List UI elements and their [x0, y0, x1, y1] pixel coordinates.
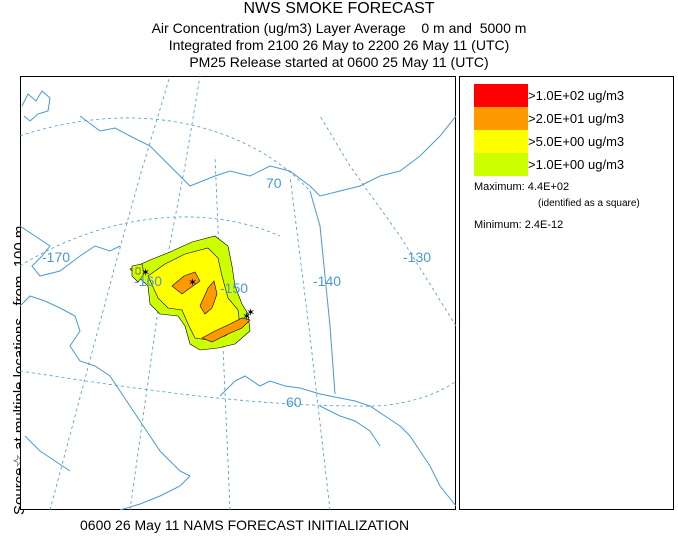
- legend-label-20: >2.0E+01 ug/m3: [528, 111, 625, 126]
- release-start: PM25 Release started at 0600 25 May 11 (…: [189, 54, 489, 70]
- grid-label-lat-60: 60: [286, 394, 302, 410]
- legend-item-5: >5.0E+00 ug/m3: [474, 130, 664, 153]
- plume-20ug-b: [199, 280, 218, 315]
- meridian-160: [129, 76, 201, 510]
- coast-west-bering: [20, 295, 191, 477]
- legend-label-5: >5.0E+00 ug/m3: [528, 134, 625, 149]
- grid-label-lon-140: -140: [313, 273, 341, 289]
- forecast-title: NWS SMOKE FORECAST: [243, 0, 435, 17]
- grid-label-lon-150: -150: [220, 280, 248, 296]
- forecast-initialization: 0600 26 May 11 NAMS FORECAST INITIALIZAT…: [80, 517, 410, 533]
- smoke-plume: ✶ ✶ ✶ ✶: [129, 235, 255, 351]
- legend-item-20: >2.0E+01 ug/m3: [474, 107, 664, 130]
- grid-label-lon-130: -130: [403, 249, 431, 265]
- maximum-note: (identified as a square): [538, 198, 640, 209]
- coastlines: [20, 90, 456, 510]
- legend-swatch-yellow: [474, 130, 528, 153]
- smoke-map: ✶ ✶ ✶ ✶ -170 -160 -150 -140 -130 70 60: [20, 76, 456, 510]
- coast-north-slope: [79, 115, 311, 187]
- source-star-4: ✶: [246, 306, 255, 319]
- coast-peninsula: [119, 475, 191, 510]
- grid-label-lon-160: -160: [134, 273, 162, 289]
- plume-20ug-c: [201, 317, 251, 343]
- grid-label-lon-170: -170: [42, 249, 70, 265]
- coast-arctic-west: [21, 90, 51, 122]
- plume-west-core: [135, 267, 141, 275]
- source-star-1: ✶: [141, 266, 150, 279]
- legend-label-1: >1.0E+00 ug/m3: [528, 157, 625, 172]
- lat-line-top: [20, 216, 281, 267]
- border-canada: [309, 190, 336, 395]
- meridian-140: [289, 175, 331, 510]
- coast-yk-delta: [24, 435, 71, 472]
- source-markers: ✶ ✶ ✶ ✶: [141, 266, 255, 323]
- coast-panhandle: [319, 405, 381, 447]
- legend-label-100: >1.0E+02 ug/m3: [528, 88, 625, 103]
- legend-swatch-red: [474, 84, 528, 107]
- coast-gulf-alaska: [219, 375, 456, 507]
- meridian-170: [49, 76, 171, 510]
- coast-seward: [20, 225, 121, 277]
- source-star-2: ✶: [188, 276, 197, 289]
- grid-label-lat-70: 70: [266, 175, 282, 191]
- minimum-value: Minimum: 2.4E-12: [474, 219, 564, 231]
- lat-line-70: [20, 117, 311, 192]
- integration-period: Integrated from 2100 26 May to 2200 26 M…: [168, 37, 510, 53]
- legend-swatch-orange: [474, 107, 528, 130]
- concentration-subtitle: Air Concentration (ug/m3) Layer Average …: [151, 20, 527, 36]
- source-star-3: ✶: [242, 310, 251, 323]
- coast-beaufort: [309, 115, 456, 197]
- maximum-value: Maximum: 4.4E+02: [474, 181, 570, 193]
- legend-swatch-green: [474, 153, 528, 176]
- concentration-legend: >1.0E+02 ug/m3 >2.0E+01 ug/m3 >5.0E+00 u…: [459, 76, 674, 510]
- legend-item-1: >1.0E+00 ug/m3: [474, 153, 664, 176]
- plume-20ug-a: [171, 271, 201, 295]
- legend-item-100: >1.0E+02 ug/m3: [474, 84, 664, 107]
- graticule: [20, 76, 456, 510]
